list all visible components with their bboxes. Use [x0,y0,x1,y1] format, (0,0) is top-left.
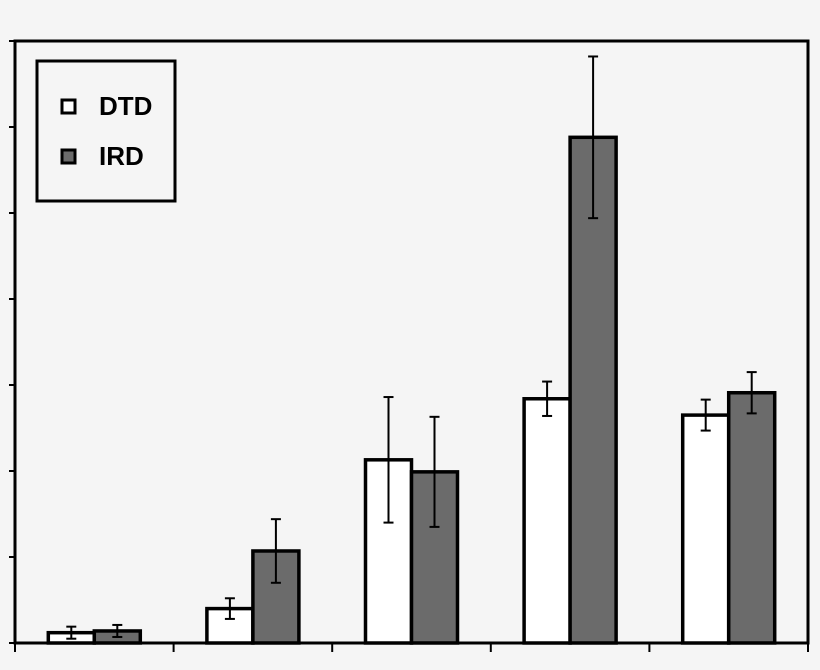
bar [726,390,777,645]
legend-label: DTD [99,91,152,121]
error-bar [224,597,235,620]
bar [680,413,731,645]
error-bar [383,396,394,524]
error-bar [746,371,757,415]
error-bar [588,55,599,220]
error-bar [66,625,77,640]
error-bar [270,518,281,584]
error-bar [700,398,711,432]
error-bar [429,415,440,528]
legend-swatch [60,148,77,165]
legend-swatch [60,98,77,115]
bar [522,397,572,645]
legend-label: IRD [99,141,144,171]
error-bar [542,380,553,417]
legend-box [35,59,177,203]
error-bar [112,623,123,638]
